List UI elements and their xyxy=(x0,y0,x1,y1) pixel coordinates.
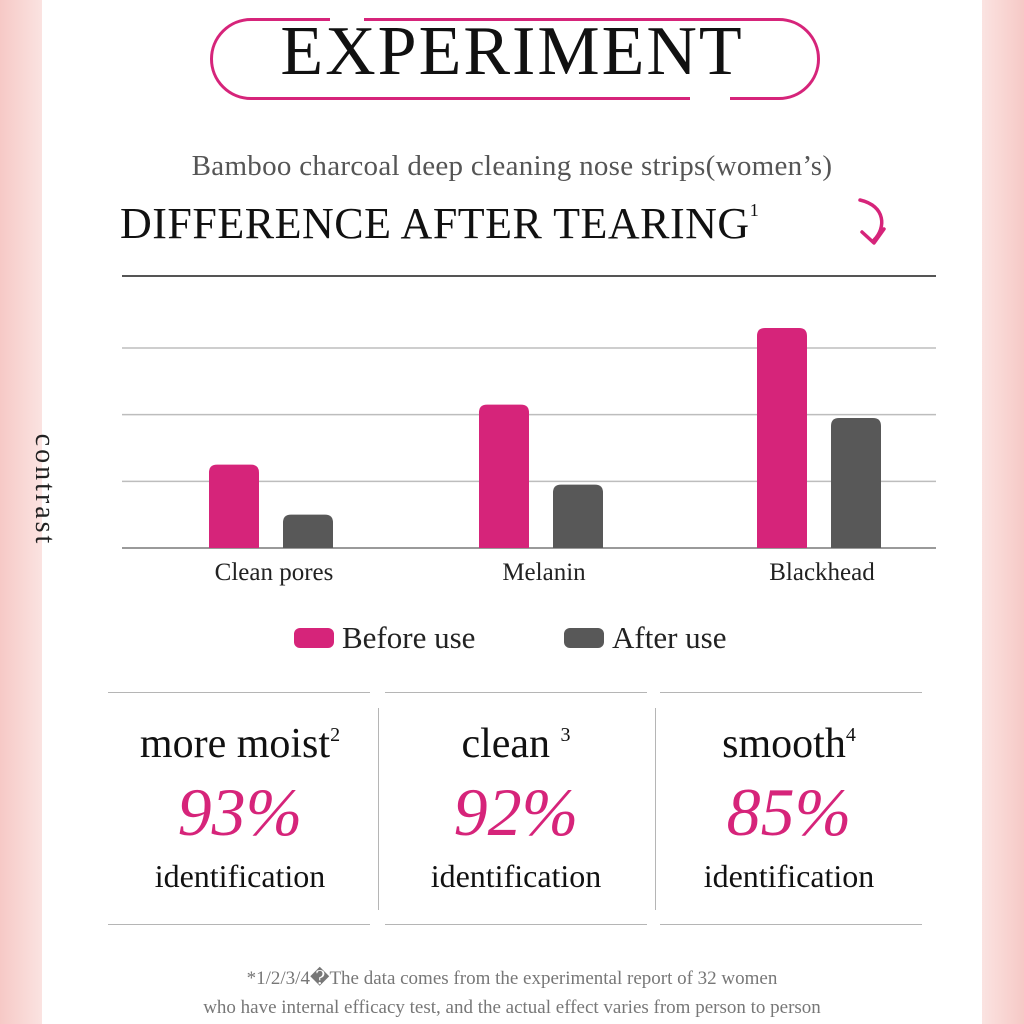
stats-divider xyxy=(655,708,656,910)
stat-label-text: smooth xyxy=(722,721,846,767)
legend-item-before: Before use xyxy=(294,620,475,656)
heading-rule xyxy=(122,275,936,277)
product-subtitle: Bamboo charcoal deep cleaning nose strip… xyxy=(191,150,833,182)
stats-top-rule xyxy=(108,692,370,693)
left-side-gradient xyxy=(0,0,42,1024)
stat-caption: identification xyxy=(430,858,602,894)
x-tick-label: Blackhead xyxy=(769,559,875,586)
stat-value: 85% xyxy=(726,774,852,850)
stat-label: more moist2 xyxy=(105,720,375,768)
stat-clean: clean 3 92% identification xyxy=(381,720,651,895)
chart-heading-note: 1 xyxy=(749,200,760,220)
legend-item-after: After use xyxy=(564,620,726,656)
stat-note: 3 xyxy=(560,724,571,746)
chart-heading-text: DIFFERENCE AFTER TEARING xyxy=(120,199,750,248)
stats-bottom-rule xyxy=(108,924,370,925)
bar-after-blackhead xyxy=(831,418,881,548)
stat-value: 93% xyxy=(177,774,303,850)
footnote-line: *1/2/3/4�The data comes from the experim… xyxy=(246,968,778,989)
x-tick-label: Clean pores xyxy=(215,559,334,586)
footnote-line: who have internal efficacy test, and the… xyxy=(203,997,821,1018)
bar-before-clean-pores xyxy=(209,464,259,548)
stat-label-text: clean xyxy=(461,721,551,767)
stat-note: 4 xyxy=(845,724,856,746)
curved-arrow-down-icon xyxy=(858,198,886,245)
bar-chart: Clean pores Melanin Blackhead xyxy=(122,328,936,586)
footnote: *1/2/3/4�The data comes from the experim… xyxy=(0,964,1024,1022)
stats-divider xyxy=(378,708,379,910)
stat-label: smooth4 xyxy=(654,720,924,768)
stats-top-rule xyxy=(385,692,647,693)
legend-swatch-before xyxy=(294,628,334,648)
stats-bottom-rule xyxy=(660,924,922,925)
stat-label-text: more moist xyxy=(139,721,331,767)
stats-top-rule xyxy=(660,692,922,693)
stat-moist: more moist2 93% identification xyxy=(105,720,375,895)
stat-value: 92% xyxy=(453,774,579,850)
legend-label-after: After use xyxy=(612,620,727,655)
stat-note: 2 xyxy=(330,724,341,746)
stats-bottom-rule xyxy=(385,924,647,925)
title-frame xyxy=(210,18,820,100)
chart-heading: DIFFERENCE AFTER TEARING1 xyxy=(120,198,759,249)
page-title: EXPERIMENT xyxy=(280,13,744,90)
bar-before-blackhead xyxy=(757,328,807,548)
title-frame-gap xyxy=(690,96,730,104)
x-tick-label: Melanin xyxy=(502,559,586,586)
bar-after-melanin xyxy=(553,484,603,548)
right-side-gradient xyxy=(982,0,1024,1024)
title-frame-gap xyxy=(330,15,364,23)
legend-label-before: Before use xyxy=(342,620,476,655)
bar-after-clean-pores xyxy=(283,514,333,548)
stat-caption: identification xyxy=(154,858,326,894)
legend-swatch-after xyxy=(564,628,604,648)
stat-label: clean 3 xyxy=(381,720,651,768)
stat-smooth: smooth4 85% identification xyxy=(654,720,924,895)
stat-caption: identification xyxy=(703,858,875,894)
bar-before-melanin xyxy=(479,404,529,548)
